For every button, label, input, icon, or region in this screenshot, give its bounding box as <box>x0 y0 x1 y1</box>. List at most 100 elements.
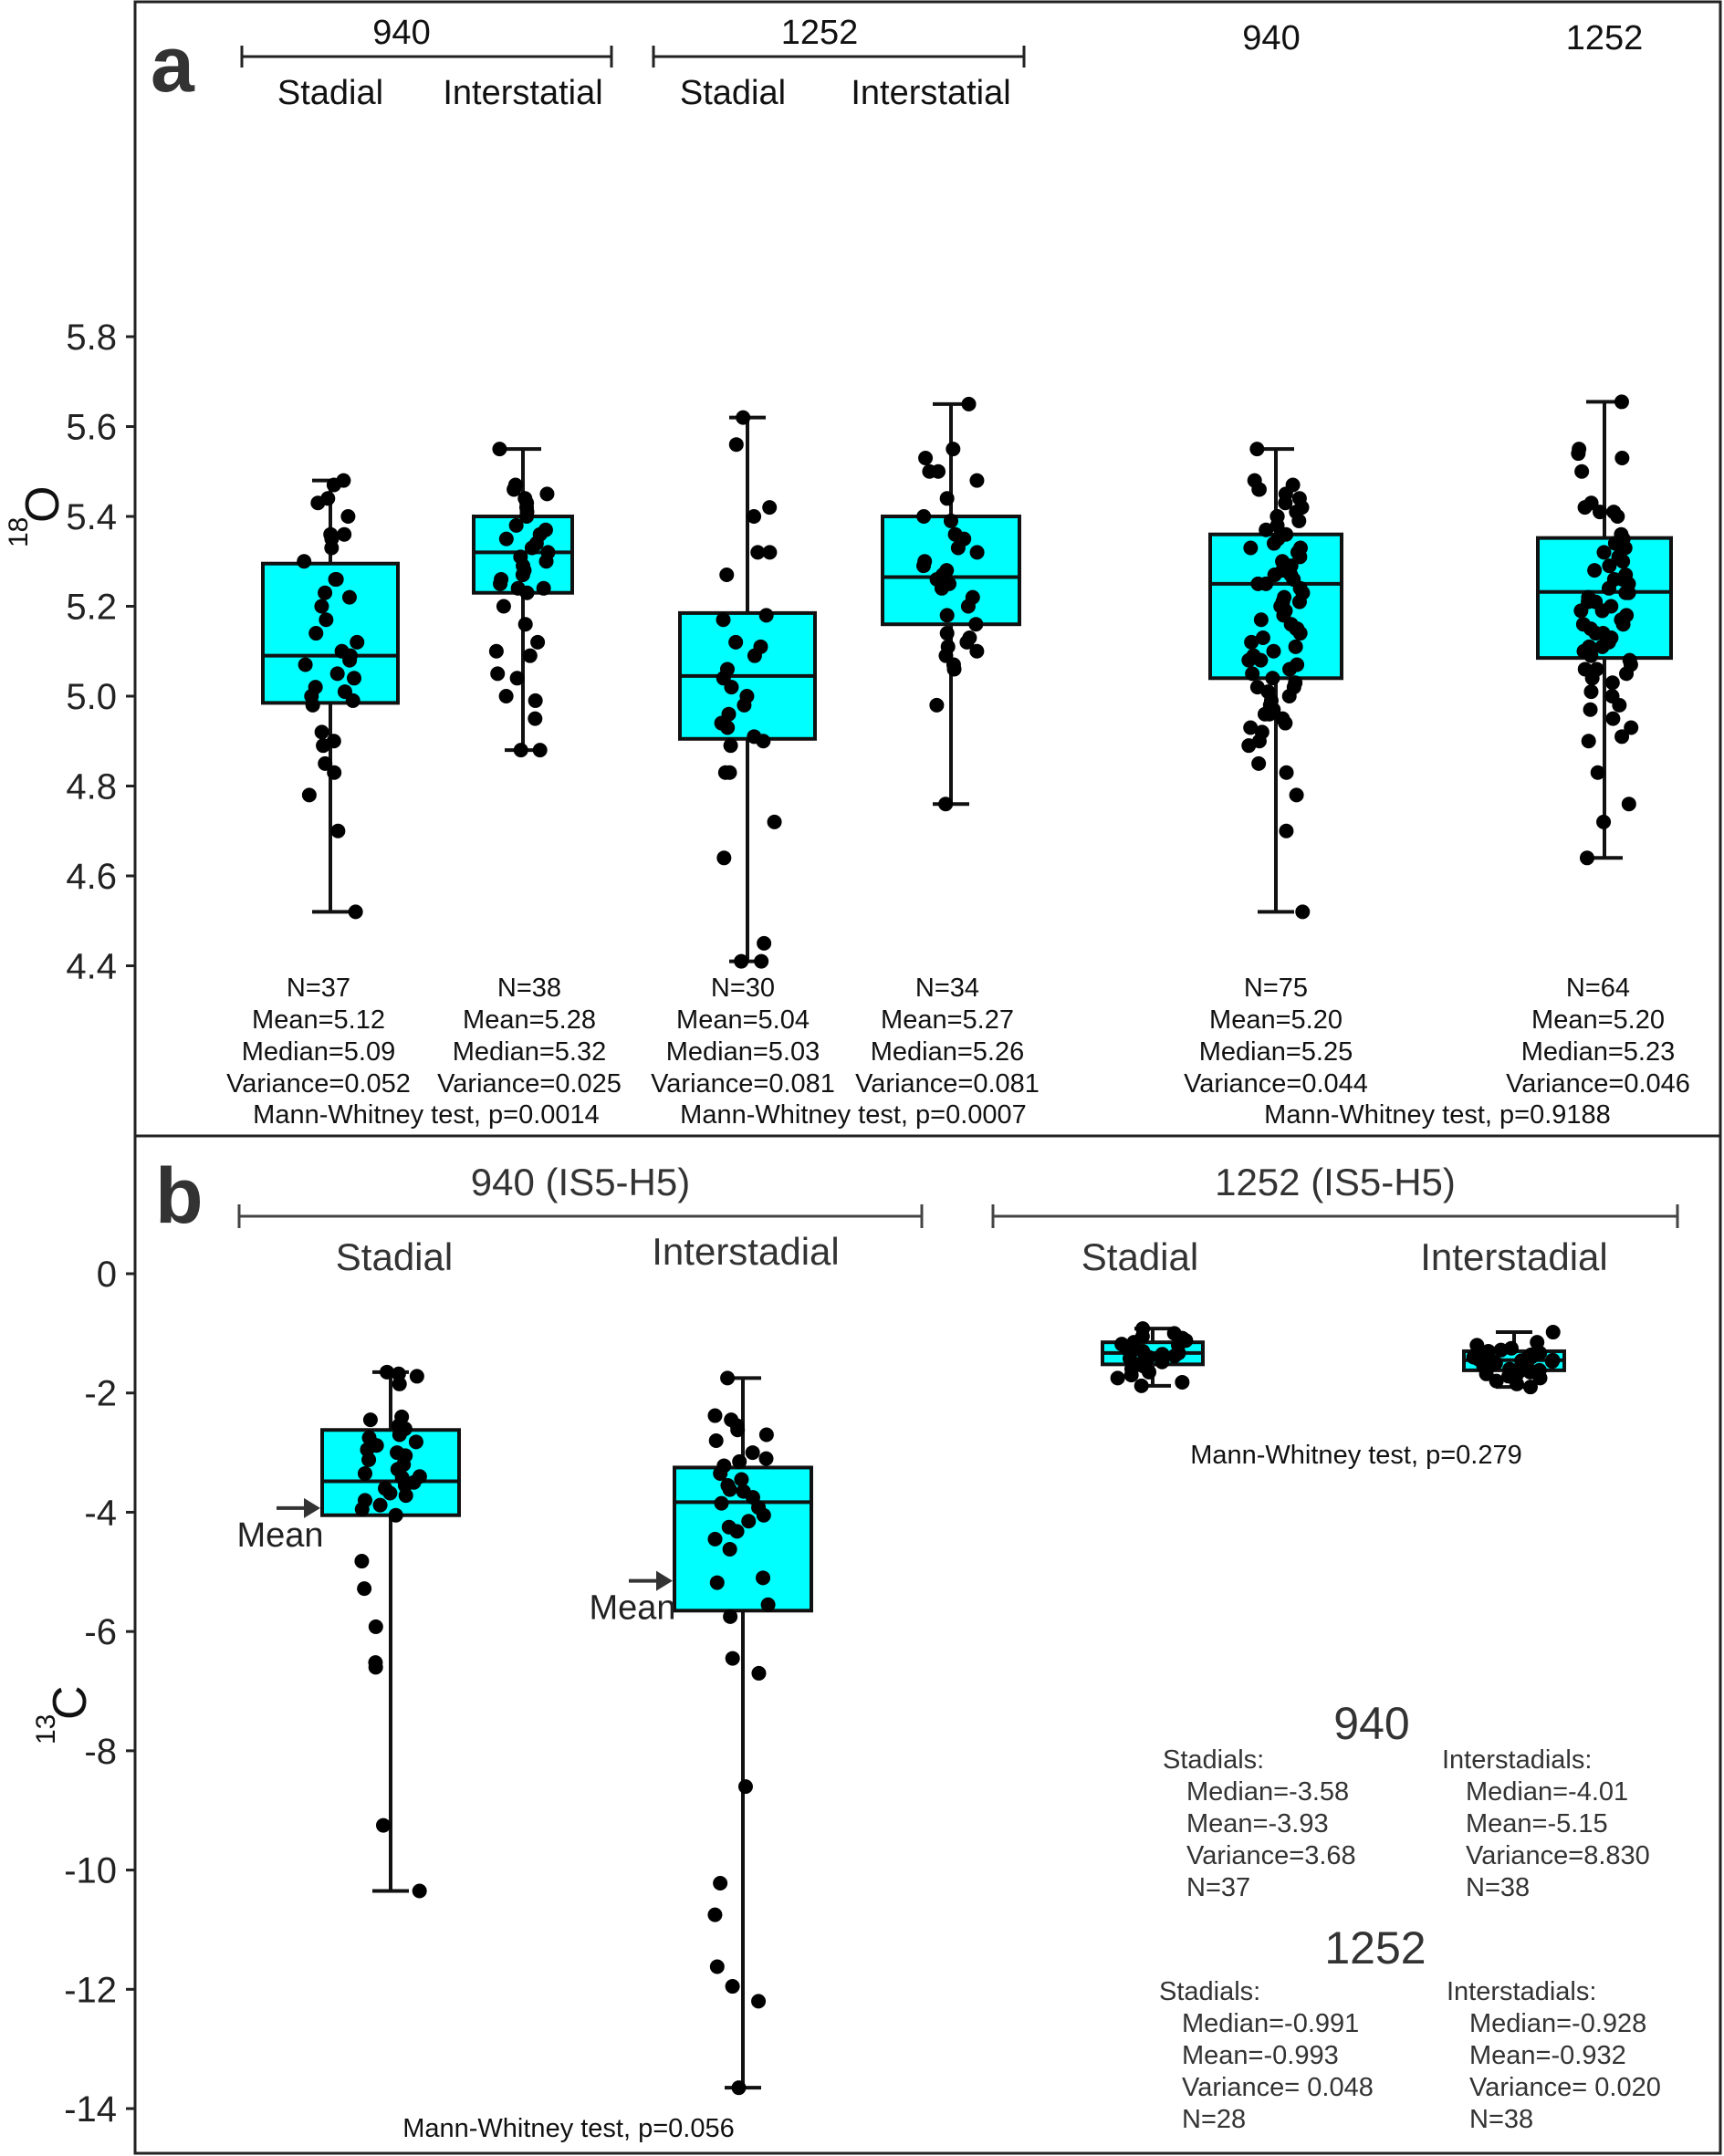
data-point <box>1614 526 1629 542</box>
data-point <box>943 513 958 528</box>
stat-median: Median=5.25 <box>1199 1037 1353 1067</box>
y-tick-label: 5.8 <box>66 318 117 358</box>
summary-title: 1252 <box>1324 1922 1426 1974</box>
data-point <box>716 612 731 628</box>
data-point <box>1590 765 1605 780</box>
data-point <box>528 693 543 708</box>
summary-head: Interstadials: <box>1447 1977 1596 2006</box>
stat-mean: Mean=5.20 <box>1531 1005 1665 1035</box>
data-point <box>347 671 362 686</box>
data-point <box>1250 576 1266 591</box>
data-point <box>731 2080 747 2096</box>
data-point <box>368 1660 383 1675</box>
box-iqr <box>261 561 400 705</box>
data-point <box>319 612 334 628</box>
data-point <box>1571 446 1586 462</box>
summary-line: Variance=8.830 <box>1466 1841 1650 1870</box>
y-tick-label: -8 <box>84 1732 117 1772</box>
mean-arrow-head <box>656 1570 673 1591</box>
data-point <box>916 509 932 524</box>
data-point <box>1155 1354 1170 1370</box>
data-point <box>1279 823 1294 838</box>
data-point <box>1266 536 1281 551</box>
data-point <box>513 743 528 758</box>
data-point <box>741 1514 757 1529</box>
test-result: Mann-Whitney test, p=0.0007 <box>680 1100 1027 1130</box>
data-point <box>1290 621 1305 637</box>
stat-variance: Variance=0.081 <box>651 1069 835 1099</box>
y-tick-label: 5.4 <box>66 497 117 537</box>
y-tick-label: -14 <box>64 2089 117 2130</box>
data-point <box>1292 540 1308 556</box>
y-tick-label: 4.4 <box>66 947 117 987</box>
data-point <box>1579 850 1594 866</box>
y-tick-label: -10 <box>64 1851 117 1891</box>
box-group <box>1462 1325 1566 1395</box>
panel-a-y-axis-label: 18 O <box>4 486 69 547</box>
data-point <box>536 580 551 596</box>
data-point <box>1624 720 1639 735</box>
data-point <box>348 904 363 920</box>
box-iqr <box>673 1465 813 1613</box>
group-label-1252-combined: 1252 <box>1566 19 1644 57</box>
data-point <box>316 738 331 754</box>
data-point <box>1251 755 1267 771</box>
panel-a-bracket-1252: 1252 Stadial Interstatial <box>652 14 1026 112</box>
stat-n: N=64 <box>1566 974 1630 1003</box>
data-point <box>721 1519 737 1535</box>
data-point <box>357 1465 372 1481</box>
data-point <box>728 634 744 650</box>
data-point <box>1493 1342 1509 1358</box>
data-point <box>398 1488 413 1504</box>
data-point <box>1281 689 1297 703</box>
data-point <box>1614 450 1630 465</box>
data-point <box>388 1507 403 1523</box>
data-point <box>327 765 342 780</box>
group-label-interstatial: Interstatial <box>851 74 1010 112</box>
data-point <box>1267 568 1282 583</box>
box-group <box>1208 442 1343 920</box>
data-point <box>362 1412 378 1428</box>
data-point <box>732 1453 747 1469</box>
data-point <box>747 509 762 524</box>
data-point <box>762 500 778 516</box>
test-result: Mann-Whitney test, p=0.056 <box>402 2114 735 2143</box>
data-point <box>1251 482 1267 497</box>
bracket-label: 1252 <box>781 14 859 52</box>
data-point <box>1142 1364 1157 1380</box>
data-point <box>380 1364 395 1380</box>
data-point <box>1166 1349 1182 1364</box>
data-point <box>324 540 340 556</box>
data-point <box>1489 1373 1504 1389</box>
stat-median: Median=5.09 <box>242 1037 396 1067</box>
data-point <box>368 1619 383 1634</box>
data-point <box>345 693 360 708</box>
data-point <box>397 1421 413 1436</box>
data-point <box>326 477 341 493</box>
data-point <box>408 1434 423 1450</box>
data-point <box>724 680 739 695</box>
data-point <box>1611 549 1626 565</box>
data-point <box>717 765 733 780</box>
mean-label: Mean <box>589 1589 675 1628</box>
stat-mean: Mean=5.27 <box>881 1005 1014 1035</box>
summary-940: 940 Stadials: Median=-3.58 Mean=-3.93 Va… <box>1163 1698 1650 1902</box>
summary-line: N=38 <box>1469 2105 1533 2134</box>
y-tick-label: 5.0 <box>66 677 117 717</box>
data-point <box>758 1427 774 1443</box>
data-point <box>496 599 511 614</box>
data-point <box>515 568 530 583</box>
data-point <box>1596 545 1612 560</box>
data-point <box>1275 594 1290 609</box>
data-point <box>723 1609 738 1624</box>
data-point <box>736 1484 751 1499</box>
y-axis-label: C <box>44 1685 97 1720</box>
group-label-interstadial: Interstadial <box>652 1230 839 1273</box>
data-point <box>1288 639 1303 654</box>
summary-line: Mean=-0.993 <box>1182 2041 1339 2070</box>
data-point <box>709 1959 725 1974</box>
data-point <box>754 953 769 969</box>
data-point <box>1595 626 1611 641</box>
data-point <box>1261 706 1277 722</box>
data-point <box>730 1422 746 1438</box>
